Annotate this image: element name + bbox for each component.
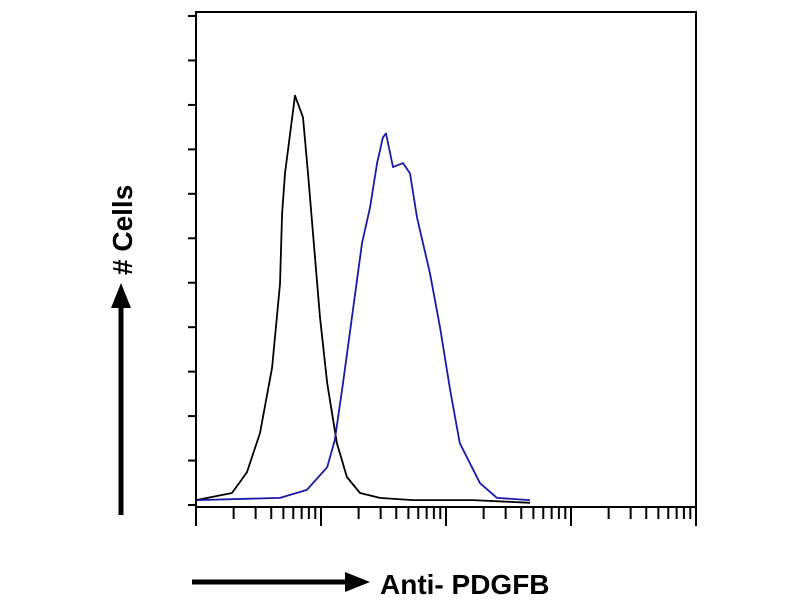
series-group: [195, 94, 531, 504]
histogram-series-1: [195, 94, 531, 504]
histogram-series-2: [197, 132, 531, 501]
y-axis-arrow: [111, 283, 131, 515]
x-axis-label: Anti- PDGFB: [380, 569, 550, 600]
x-ticks: [195, 507, 697, 526]
y-axis-label: # Cells: [107, 185, 138, 275]
x-axis-arrow: [192, 572, 370, 592]
plot-frame: [195, 11, 697, 508]
y-ticks: [188, 15, 196, 506]
